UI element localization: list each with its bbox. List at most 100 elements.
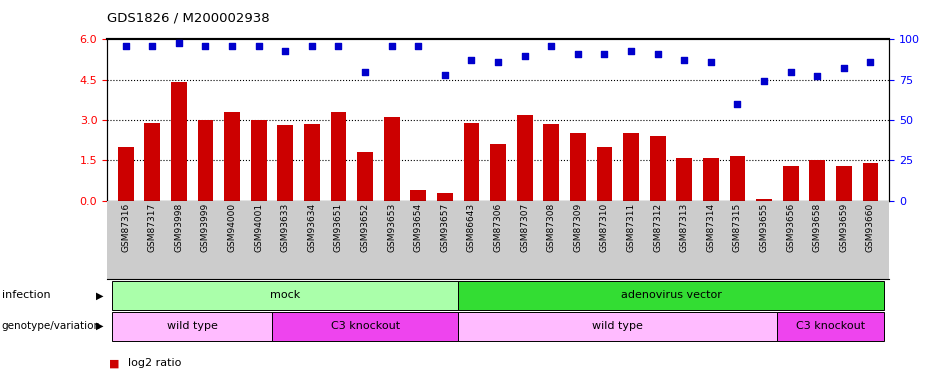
- Point: [358, 69, 372, 75]
- Bar: [730, 156, 746, 201]
- Text: GSM87314: GSM87314: [707, 203, 715, 252]
- Bar: [517, 115, 533, 201]
- Bar: [272, 312, 458, 341]
- Text: GSM87313: GSM87313: [680, 203, 689, 252]
- Text: GSM87308: GSM87308: [546, 203, 556, 252]
- Text: GSM93633: GSM93633: [281, 203, 290, 252]
- Point: [704, 59, 719, 65]
- Text: mock: mock: [270, 291, 301, 300]
- Bar: [458, 281, 884, 310]
- Text: GSM86643: GSM86643: [467, 203, 476, 252]
- Bar: [756, 199, 772, 201]
- Text: GSM93998: GSM93998: [174, 203, 183, 252]
- Text: GSM94001: GSM94001: [254, 203, 263, 252]
- Text: GSM93634: GSM93634: [307, 203, 317, 252]
- Text: GSM87309: GSM87309: [573, 203, 583, 252]
- Text: GSM94000: GSM94000: [227, 203, 236, 252]
- Text: wild type: wild type: [167, 321, 218, 331]
- Point: [304, 43, 319, 49]
- Text: ■: ■: [109, 358, 119, 368]
- Bar: [490, 144, 506, 201]
- Point: [224, 43, 239, 49]
- Point: [411, 43, 425, 49]
- Text: GSM87315: GSM87315: [733, 203, 742, 252]
- Text: GSM93658: GSM93658: [813, 203, 822, 252]
- Text: C3 knockout: C3 knockout: [796, 321, 865, 331]
- Text: GSM93655: GSM93655: [760, 203, 769, 252]
- Bar: [250, 120, 266, 201]
- Bar: [544, 124, 560, 201]
- Text: GSM87312: GSM87312: [654, 203, 662, 252]
- Text: GSM87310: GSM87310: [600, 203, 609, 252]
- Text: GSM93659: GSM93659: [840, 203, 848, 252]
- Bar: [703, 158, 719, 201]
- Text: GSM93653: GSM93653: [387, 203, 397, 252]
- Point: [518, 53, 533, 58]
- Point: [783, 69, 798, 75]
- Point: [571, 51, 586, 57]
- Bar: [862, 163, 879, 201]
- Text: GSM87307: GSM87307: [520, 203, 529, 252]
- Bar: [676, 158, 693, 201]
- Point: [491, 59, 506, 65]
- Bar: [623, 134, 639, 201]
- Text: GSM93999: GSM93999: [201, 203, 210, 252]
- Bar: [570, 134, 586, 201]
- Text: ▶: ▶: [96, 321, 103, 331]
- Text: C3 knockout: C3 knockout: [331, 321, 399, 331]
- Text: log2 ratio: log2 ratio: [128, 358, 181, 368]
- Bar: [836, 166, 852, 201]
- Bar: [117, 147, 134, 201]
- Text: GSM93654: GSM93654: [413, 203, 423, 252]
- Text: GSM87306: GSM87306: [493, 203, 503, 252]
- Bar: [650, 136, 666, 201]
- Point: [730, 101, 745, 107]
- Bar: [113, 312, 272, 341]
- Bar: [277, 125, 293, 201]
- Text: GSM93657: GSM93657: [440, 203, 450, 252]
- Point: [677, 57, 692, 63]
- Point: [836, 65, 851, 71]
- Bar: [331, 112, 346, 201]
- Bar: [809, 160, 825, 201]
- Point: [385, 43, 399, 49]
- Point: [171, 40, 186, 46]
- Point: [464, 57, 479, 63]
- Text: adenovirus vector: adenovirus vector: [621, 291, 722, 300]
- Point: [145, 43, 160, 49]
- Point: [438, 72, 452, 78]
- Text: GSM93652: GSM93652: [360, 203, 370, 252]
- Bar: [197, 120, 213, 201]
- Point: [863, 59, 878, 65]
- Bar: [783, 166, 799, 201]
- Text: GSM87316: GSM87316: [121, 203, 130, 252]
- Bar: [384, 117, 399, 201]
- Bar: [411, 190, 426, 201]
- Point: [624, 48, 639, 54]
- Text: GSM87317: GSM87317: [148, 203, 156, 252]
- Bar: [304, 124, 320, 201]
- Text: GSM93656: GSM93656: [786, 203, 795, 252]
- Point: [810, 74, 825, 80]
- Text: ▶: ▶: [96, 291, 103, 300]
- Point: [118, 43, 133, 49]
- Text: wild type: wild type: [592, 321, 643, 331]
- Text: GSM93651: GSM93651: [334, 203, 343, 252]
- Bar: [113, 281, 458, 310]
- Bar: [171, 82, 187, 201]
- Text: GSM87311: GSM87311: [627, 203, 636, 252]
- Bar: [777, 312, 884, 341]
- Bar: [464, 123, 479, 201]
- Point: [544, 43, 559, 49]
- Point: [251, 43, 266, 49]
- Point: [277, 48, 292, 54]
- Bar: [437, 193, 452, 201]
- Bar: [458, 312, 777, 341]
- Text: GDS1826 / M200002938: GDS1826 / M200002938: [107, 11, 270, 24]
- Bar: [597, 147, 613, 201]
- Text: infection: infection: [2, 291, 50, 300]
- Point: [650, 51, 665, 57]
- Point: [331, 43, 346, 49]
- Point: [198, 43, 213, 49]
- Text: GSM93660: GSM93660: [866, 203, 875, 252]
